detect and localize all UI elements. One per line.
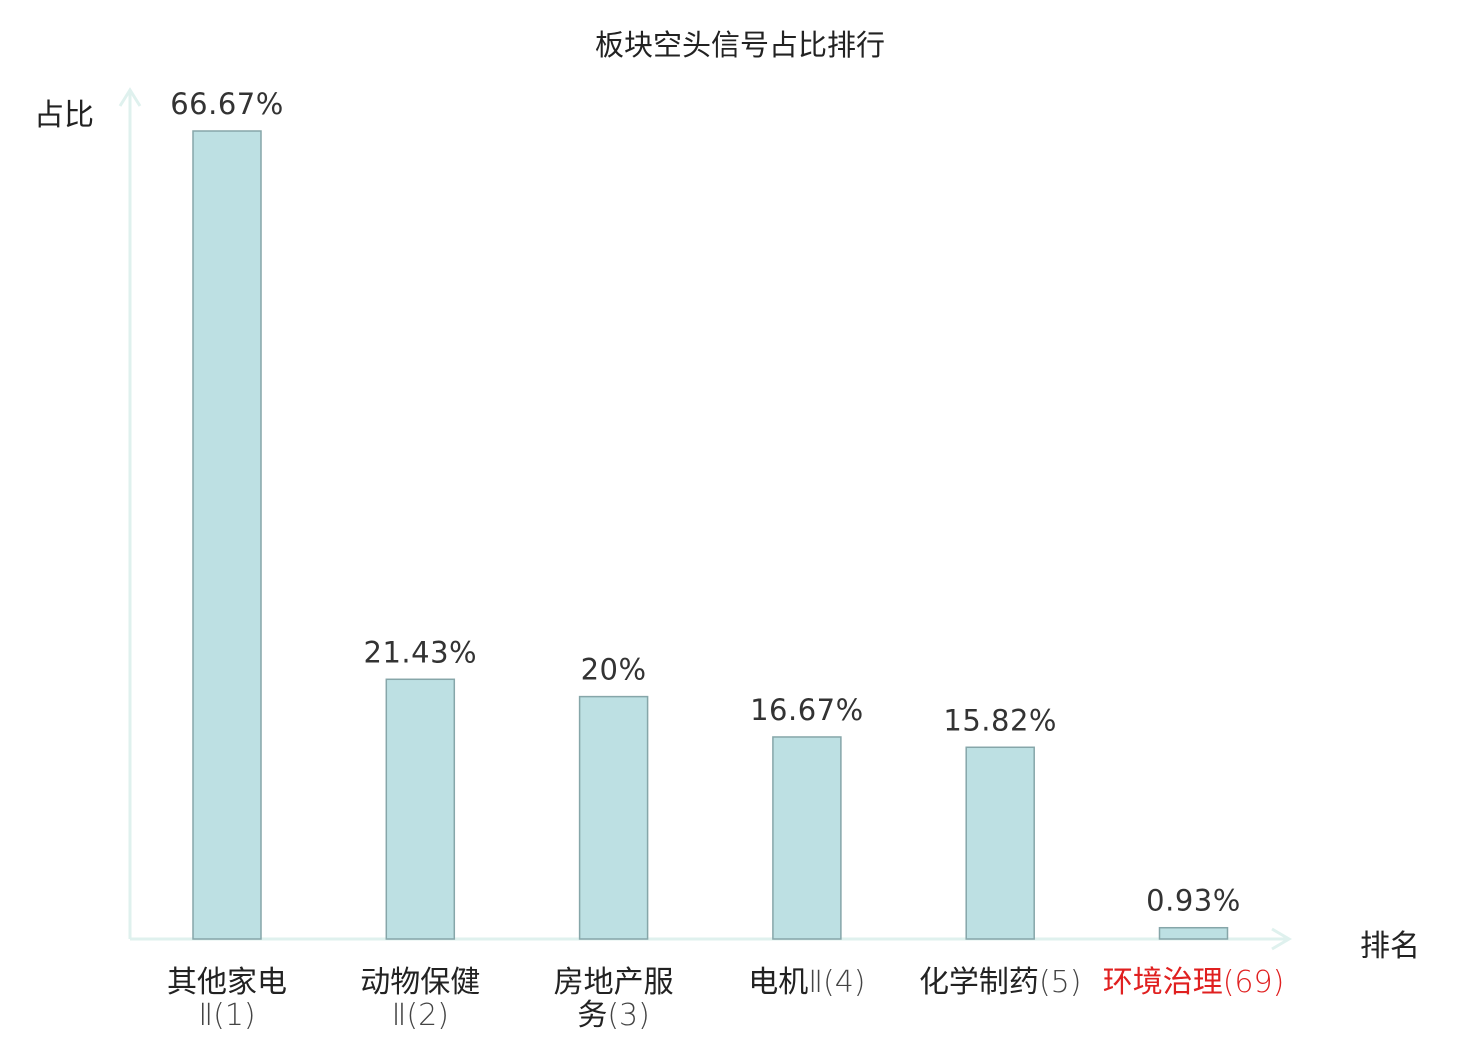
bar-2: [385, 678, 456, 940]
x-tick-label-4: 电机Ⅱ(4): [712, 966, 902, 999]
x-axis-label: 排名: [1360, 929, 1420, 964]
x-tick-label-2: 动物保健 Ⅱ(2): [325, 966, 515, 1032]
data-label-4: 16.67%: [750, 693, 864, 727]
x-tick-line: 化学制药(5): [918, 965, 1082, 1000]
x-tick-label-3: 房地产服 务(3): [519, 966, 709, 1032]
x-tick-label-5: 化学制药(5): [905, 966, 1095, 999]
bar-6: [1158, 926, 1229, 940]
data-label-5: 15.82%: [943, 703, 1057, 737]
x-tick-label-6: 环境治理(69): [1099, 966, 1289, 999]
data-label-2: 21.43%: [364, 635, 478, 669]
bar-3: [578, 695, 649, 940]
x-tick-line: 动物保健: [360, 965, 481, 1000]
y-axis-label: 占比: [34, 98, 94, 133]
x-tick-line: 务(3): [577, 998, 650, 1033]
y-axis-arrow: [118, 87, 142, 107]
x-tick-label-1: 其他家电 Ⅱ(1): [132, 966, 322, 1032]
x-tick-line: 环境治理(69): [1102, 965, 1285, 1000]
x-tick-line: 电机Ⅱ(4): [748, 965, 866, 1000]
data-label-6: 0.93%: [1146, 884, 1241, 918]
chart-title: 板块空头信号占比排行: [594, 28, 885, 62]
bar-5: [965, 746, 1035, 940]
bar-4: [772, 736, 842, 940]
x-tick-line: 其他家电: [167, 965, 287, 1000]
bar-1: [192, 130, 262, 940]
x-tick-line: Ⅱ(2): [391, 998, 449, 1033]
x-axis-arrow: [1271, 927, 1292, 951]
x-tick-line: 房地产服: [553, 965, 674, 1000]
data-label-1: 66.67%: [170, 87, 284, 121]
x-tick-line: Ⅱ(1): [198, 998, 256, 1033]
data-label-3: 20%: [581, 653, 647, 687]
